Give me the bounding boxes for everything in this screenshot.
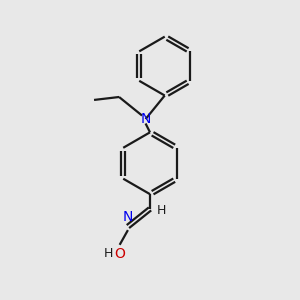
Text: H: H	[157, 204, 166, 217]
Text: O: O	[114, 247, 125, 261]
Text: N: N	[140, 112, 151, 126]
Text: N: N	[123, 210, 133, 224]
Text: H: H	[104, 247, 113, 260]
